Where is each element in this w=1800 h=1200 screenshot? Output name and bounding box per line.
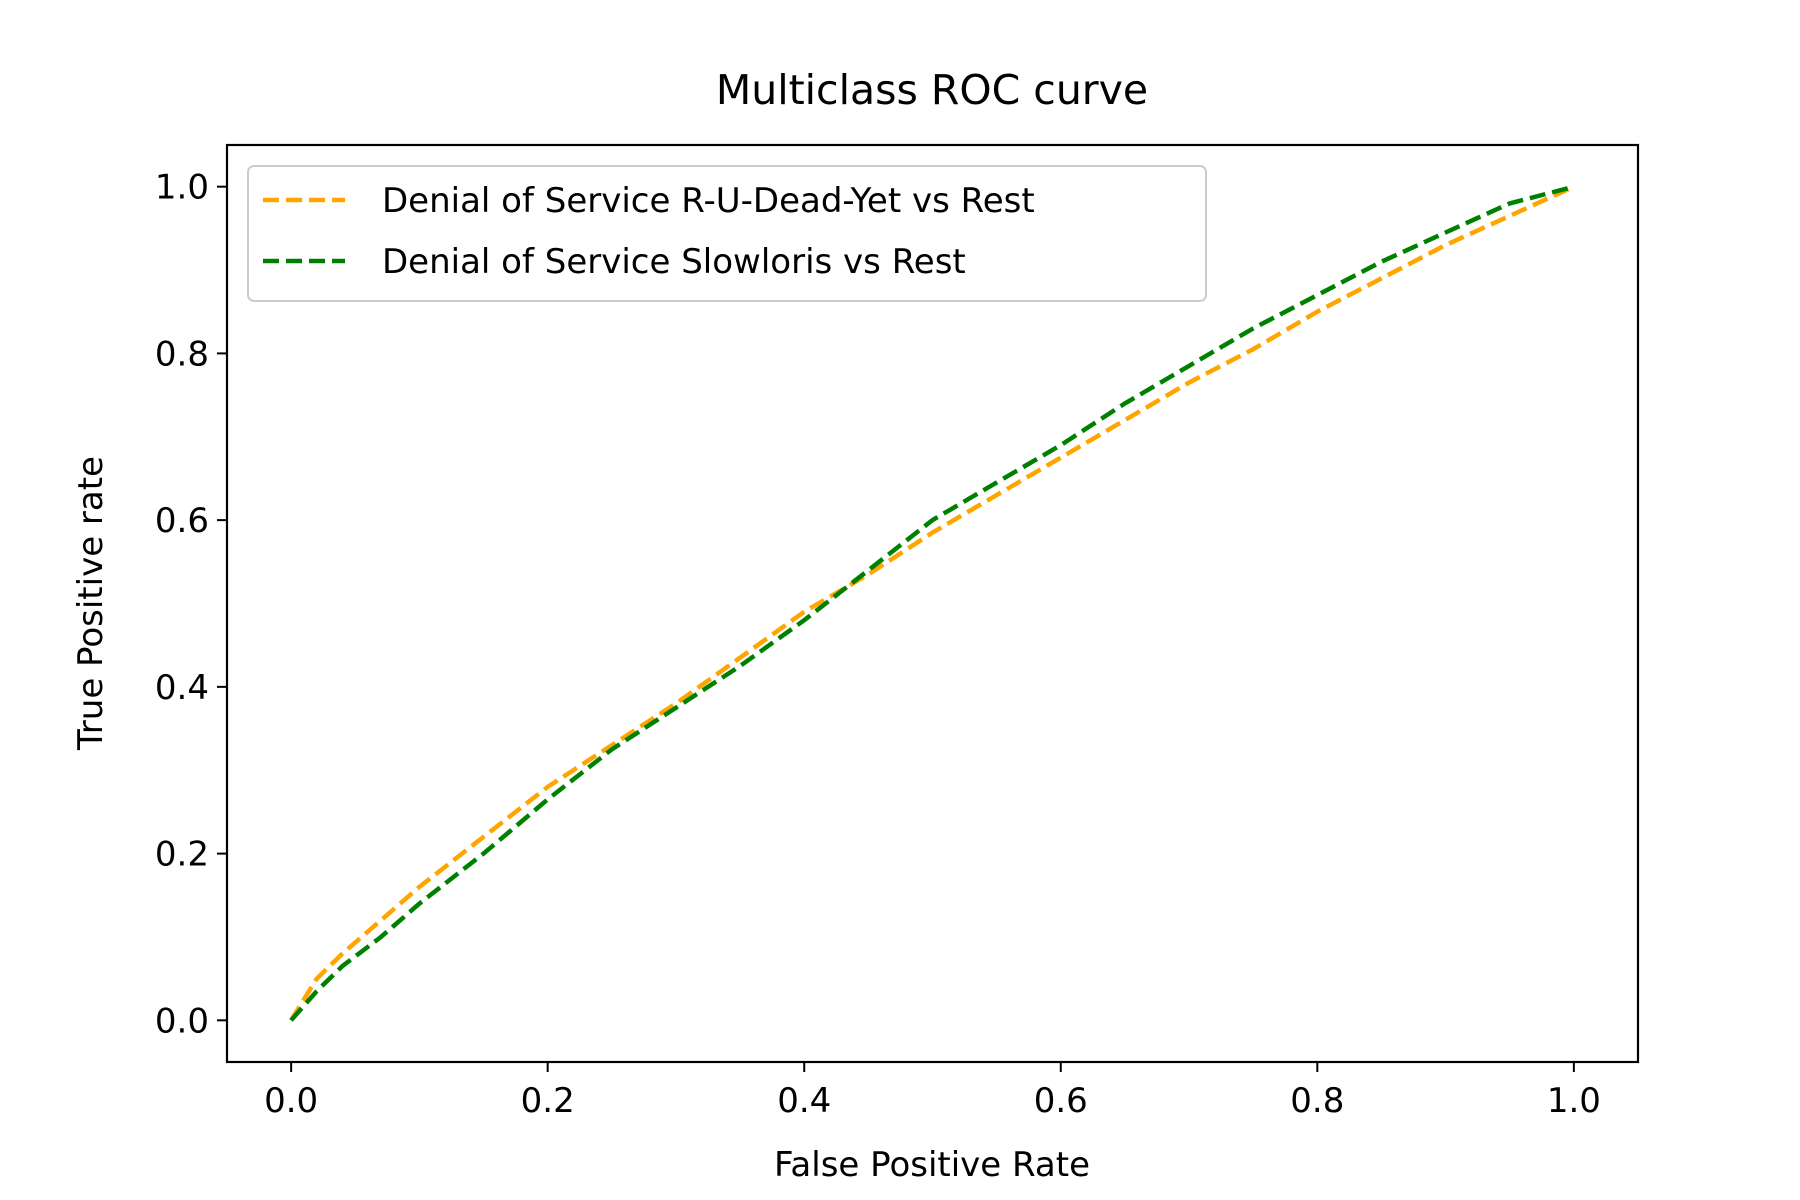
y-axis-title: True Positive rate — [71, 456, 111, 751]
x-tick-label: 0.8 — [1290, 1081, 1344, 1121]
y-tick-label: 0.2 — [155, 835, 209, 875]
y-tick-label: 0.4 — [155, 668, 209, 708]
y-tick-label: 1.0 — [155, 168, 209, 208]
y-tick-label: 0.6 — [155, 501, 209, 541]
x-tick-label: 0.0 — [264, 1081, 318, 1121]
x-tick-label: 0.2 — [521, 1081, 575, 1121]
y-tick-label: 0.0 — [155, 1001, 209, 1041]
legend-label-1: Denial of Service R-U-Dead-Yet vs Rest — [382, 181, 1035, 221]
axes-frame — [225, 143, 1640, 1064]
x-tick-label: 0.4 — [777, 1081, 831, 1121]
y-tick-label: 0.8 — [155, 334, 209, 374]
series-line-1 — [289, 184, 1575, 1022]
series-lines — [289, 184, 1575, 1022]
x-tick-label: 1.0 — [1547, 1081, 1601, 1121]
legend: Denial of Service R-U-Dead-Yet vs Rest De… — [247, 165, 1207, 302]
x-axis-ticks: 0.0 0.2 0.4 0.6 0.8 1.0 — [264, 1062, 1601, 1121]
x-tick-label: 0.6 — [1034, 1081, 1088, 1121]
legend-box — [247, 165, 1207, 302]
legend-label-2: Denial of Service Slowloris vs Rest — [382, 242, 966, 282]
y-axis-ticks: 0.0 0.2 0.4 0.6 0.8 1.0 — [155, 168, 227, 1041]
x-axis-title: False Positive Rate — [774, 1145, 1090, 1185]
chart-title: Multiclass ROC curve — [716, 66, 1148, 114]
